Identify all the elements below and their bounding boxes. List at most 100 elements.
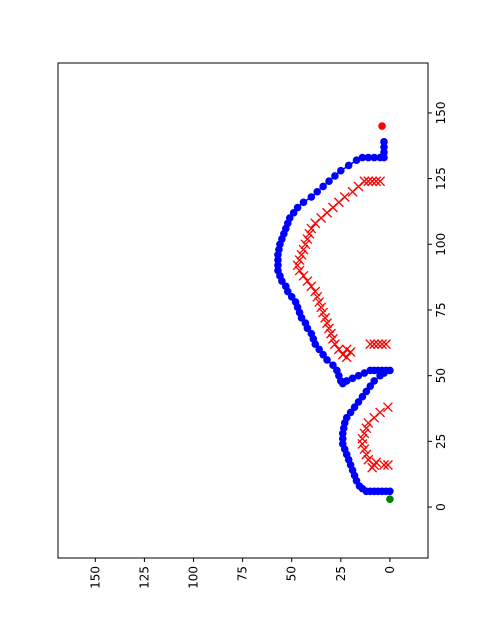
point-marker (331, 172, 339, 180)
x-marker (298, 244, 309, 255)
x-marker (371, 176, 382, 187)
x-marker (369, 339, 380, 350)
point-marker (323, 356, 331, 364)
x-marker (302, 276, 313, 287)
point-marker (338, 440, 347, 448)
point-marker (337, 166, 345, 175)
x-marker (302, 234, 313, 244)
x-tick-label: 50 (434, 368, 448, 383)
x-marker (382, 460, 393, 470)
x-marker (373, 339, 384, 350)
y-tick-label: 100 (187, 566, 201, 589)
series-line (277, 141, 391, 493)
point-marker (358, 392, 367, 401)
y-tick-label: 0 (383, 566, 397, 574)
x-marker (359, 176, 370, 187)
x-marker (359, 428, 370, 439)
x-marker (310, 286, 321, 297)
point-marker (307, 193, 316, 201)
point-marker (325, 177, 333, 186)
x-marker (357, 433, 368, 444)
point-marker (319, 182, 327, 191)
x-marker (294, 265, 305, 276)
x-marker (294, 255, 305, 266)
point-marker (291, 298, 300, 306)
x-marker (337, 349, 348, 360)
x-marker (377, 339, 388, 350)
x-tick-label: 125 (434, 167, 448, 190)
x-tick-label: 150 (434, 101, 448, 124)
x-marker (312, 291, 323, 302)
point-marker (348, 374, 357, 383)
x-tick-label: 100 (434, 233, 448, 256)
y-tick-label: 25 (334, 566, 348, 581)
x-marker (363, 454, 374, 465)
point-marker (366, 366, 375, 375)
x-marker (367, 176, 378, 187)
point-marker (307, 329, 316, 338)
point-marker (380, 148, 388, 157)
point-marker (350, 403, 359, 411)
x-marker (327, 333, 338, 344)
point-marker (301, 319, 310, 327)
point-marker (289, 208, 298, 217)
y-tick-label: 50 (285, 566, 299, 581)
x-marker (375, 176, 386, 187)
point-marker (370, 153, 378, 162)
x-marker (326, 328, 336, 339)
point-marker (360, 369, 369, 377)
point-marker (274, 256, 282, 264)
x-tick-label: 75 (434, 302, 448, 317)
point-marker (366, 382, 375, 390)
x-marker (375, 407, 386, 418)
point-marker (287, 293, 296, 301)
y-tick-label: 125 (137, 566, 151, 589)
point-marker (370, 377, 378, 385)
point-marker (333, 366, 341, 375)
point-marker (319, 350, 327, 359)
point-marker (274, 266, 282, 275)
x-marker (381, 339, 391, 350)
point-marker (299, 198, 308, 207)
x-marker (333, 344, 344, 355)
x-marker (382, 402, 393, 413)
point-marker (282, 282, 290, 291)
point-marker (329, 361, 337, 369)
point-marker (354, 371, 363, 380)
point-marker (380, 143, 388, 151)
x-marker (324, 323, 334, 334)
x-marker (298, 270, 309, 281)
point-marker (344, 161, 353, 170)
point-marker (293, 203, 302, 212)
point-marker (386, 495, 394, 503)
point-marker (362, 387, 371, 396)
x-marker (371, 457, 382, 468)
x-marker (300, 239, 311, 250)
point-marker (315, 345, 323, 354)
x-marker (379, 460, 389, 470)
point-marker (378, 122, 386, 130)
x-tick-label: 25 (434, 434, 448, 449)
x-marker (363, 176, 374, 187)
x-marker (361, 423, 372, 434)
x-marker (359, 444, 370, 455)
x-marker (292, 260, 303, 271)
x-marker (316, 302, 327, 313)
axes-frame (57, 62, 429, 559)
point-marker (354, 398, 363, 406)
x-marker (322, 318, 333, 329)
x-marker (306, 281, 317, 292)
y-tick-label: 150 (88, 566, 102, 589)
point-marker (285, 214, 294, 222)
x-marker (341, 344, 352, 355)
x-marker (296, 249, 307, 260)
x-marker (339, 192, 350, 202)
point-marker (380, 153, 388, 162)
point-marker (313, 187, 322, 196)
point-marker (338, 434, 347, 443)
point-marker (342, 413, 351, 422)
x-marker (320, 312, 331, 323)
x-marker (361, 449, 372, 460)
